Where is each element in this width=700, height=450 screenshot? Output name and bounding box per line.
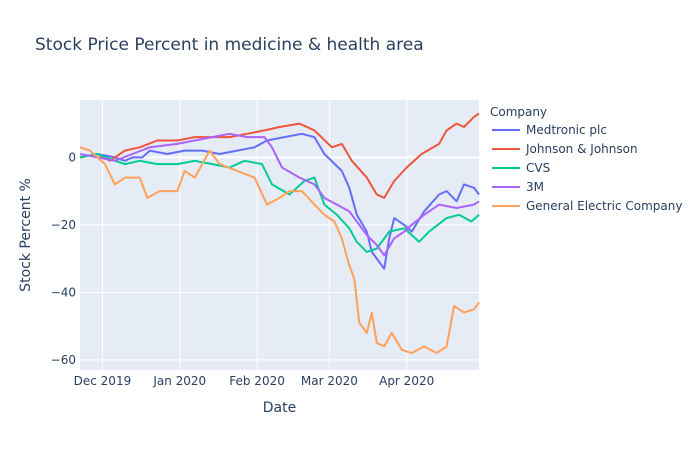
x-tick-label: Mar 2020 [301, 374, 358, 388]
series-line [79, 112, 480, 199]
x-tick-label: Dec 2019 [74, 374, 132, 388]
legend-item[interactable]: Johnson & Johnson [492, 142, 638, 156]
series-line [79, 146, 480, 355]
series-lines [79, 112, 480, 355]
y-axis-title: Stock Percent % [18, 178, 34, 292]
y-tick-label: −20 [51, 218, 76, 232]
legend-title: Company [490, 105, 547, 119]
legend-item[interactable]: CVS [492, 161, 550, 175]
x-tick-label: Feb 2020 [229, 374, 285, 388]
legend-label: CVS [526, 161, 550, 175]
y-tick-label: −60 [51, 353, 76, 367]
legend-label: 3M [526, 180, 544, 194]
legend-item[interactable]: Medtronic plc [492, 123, 607, 137]
y-tick-label: 0 [68, 150, 76, 164]
legend-label: Johnson & Johnson [525, 142, 638, 156]
y-axis: 0 −20 −40 −60 [51, 150, 76, 367]
chart-title: Stock Price Percent in medicine & health… [35, 35, 424, 55]
legend-item[interactable]: 3M [492, 180, 544, 194]
x-axis-title: Date [263, 400, 296, 416]
x-tick-label: Apr 2020 [379, 374, 434, 388]
series-line [79, 132, 480, 257]
series-line [79, 132, 480, 270]
legend-label: General Electric Company [526, 199, 682, 213]
x-axis: Dec 2019 Jan 2020 Feb 2020 Mar 2020 Apr 2020 [74, 374, 435, 388]
y-tick-label: −40 [51, 285, 76, 299]
legend[interactable]: Medtronic plc Johnson & Johnson CVS 3M Gener… [492, 123, 682, 213]
x-tick-label: Jan 2020 [152, 374, 206, 388]
legend-item[interactable]: General Electric Company [492, 199, 682, 213]
plot-area [80, 100, 479, 370]
series-line [79, 153, 480, 253]
legend-label: Medtronic plc [526, 123, 607, 137]
